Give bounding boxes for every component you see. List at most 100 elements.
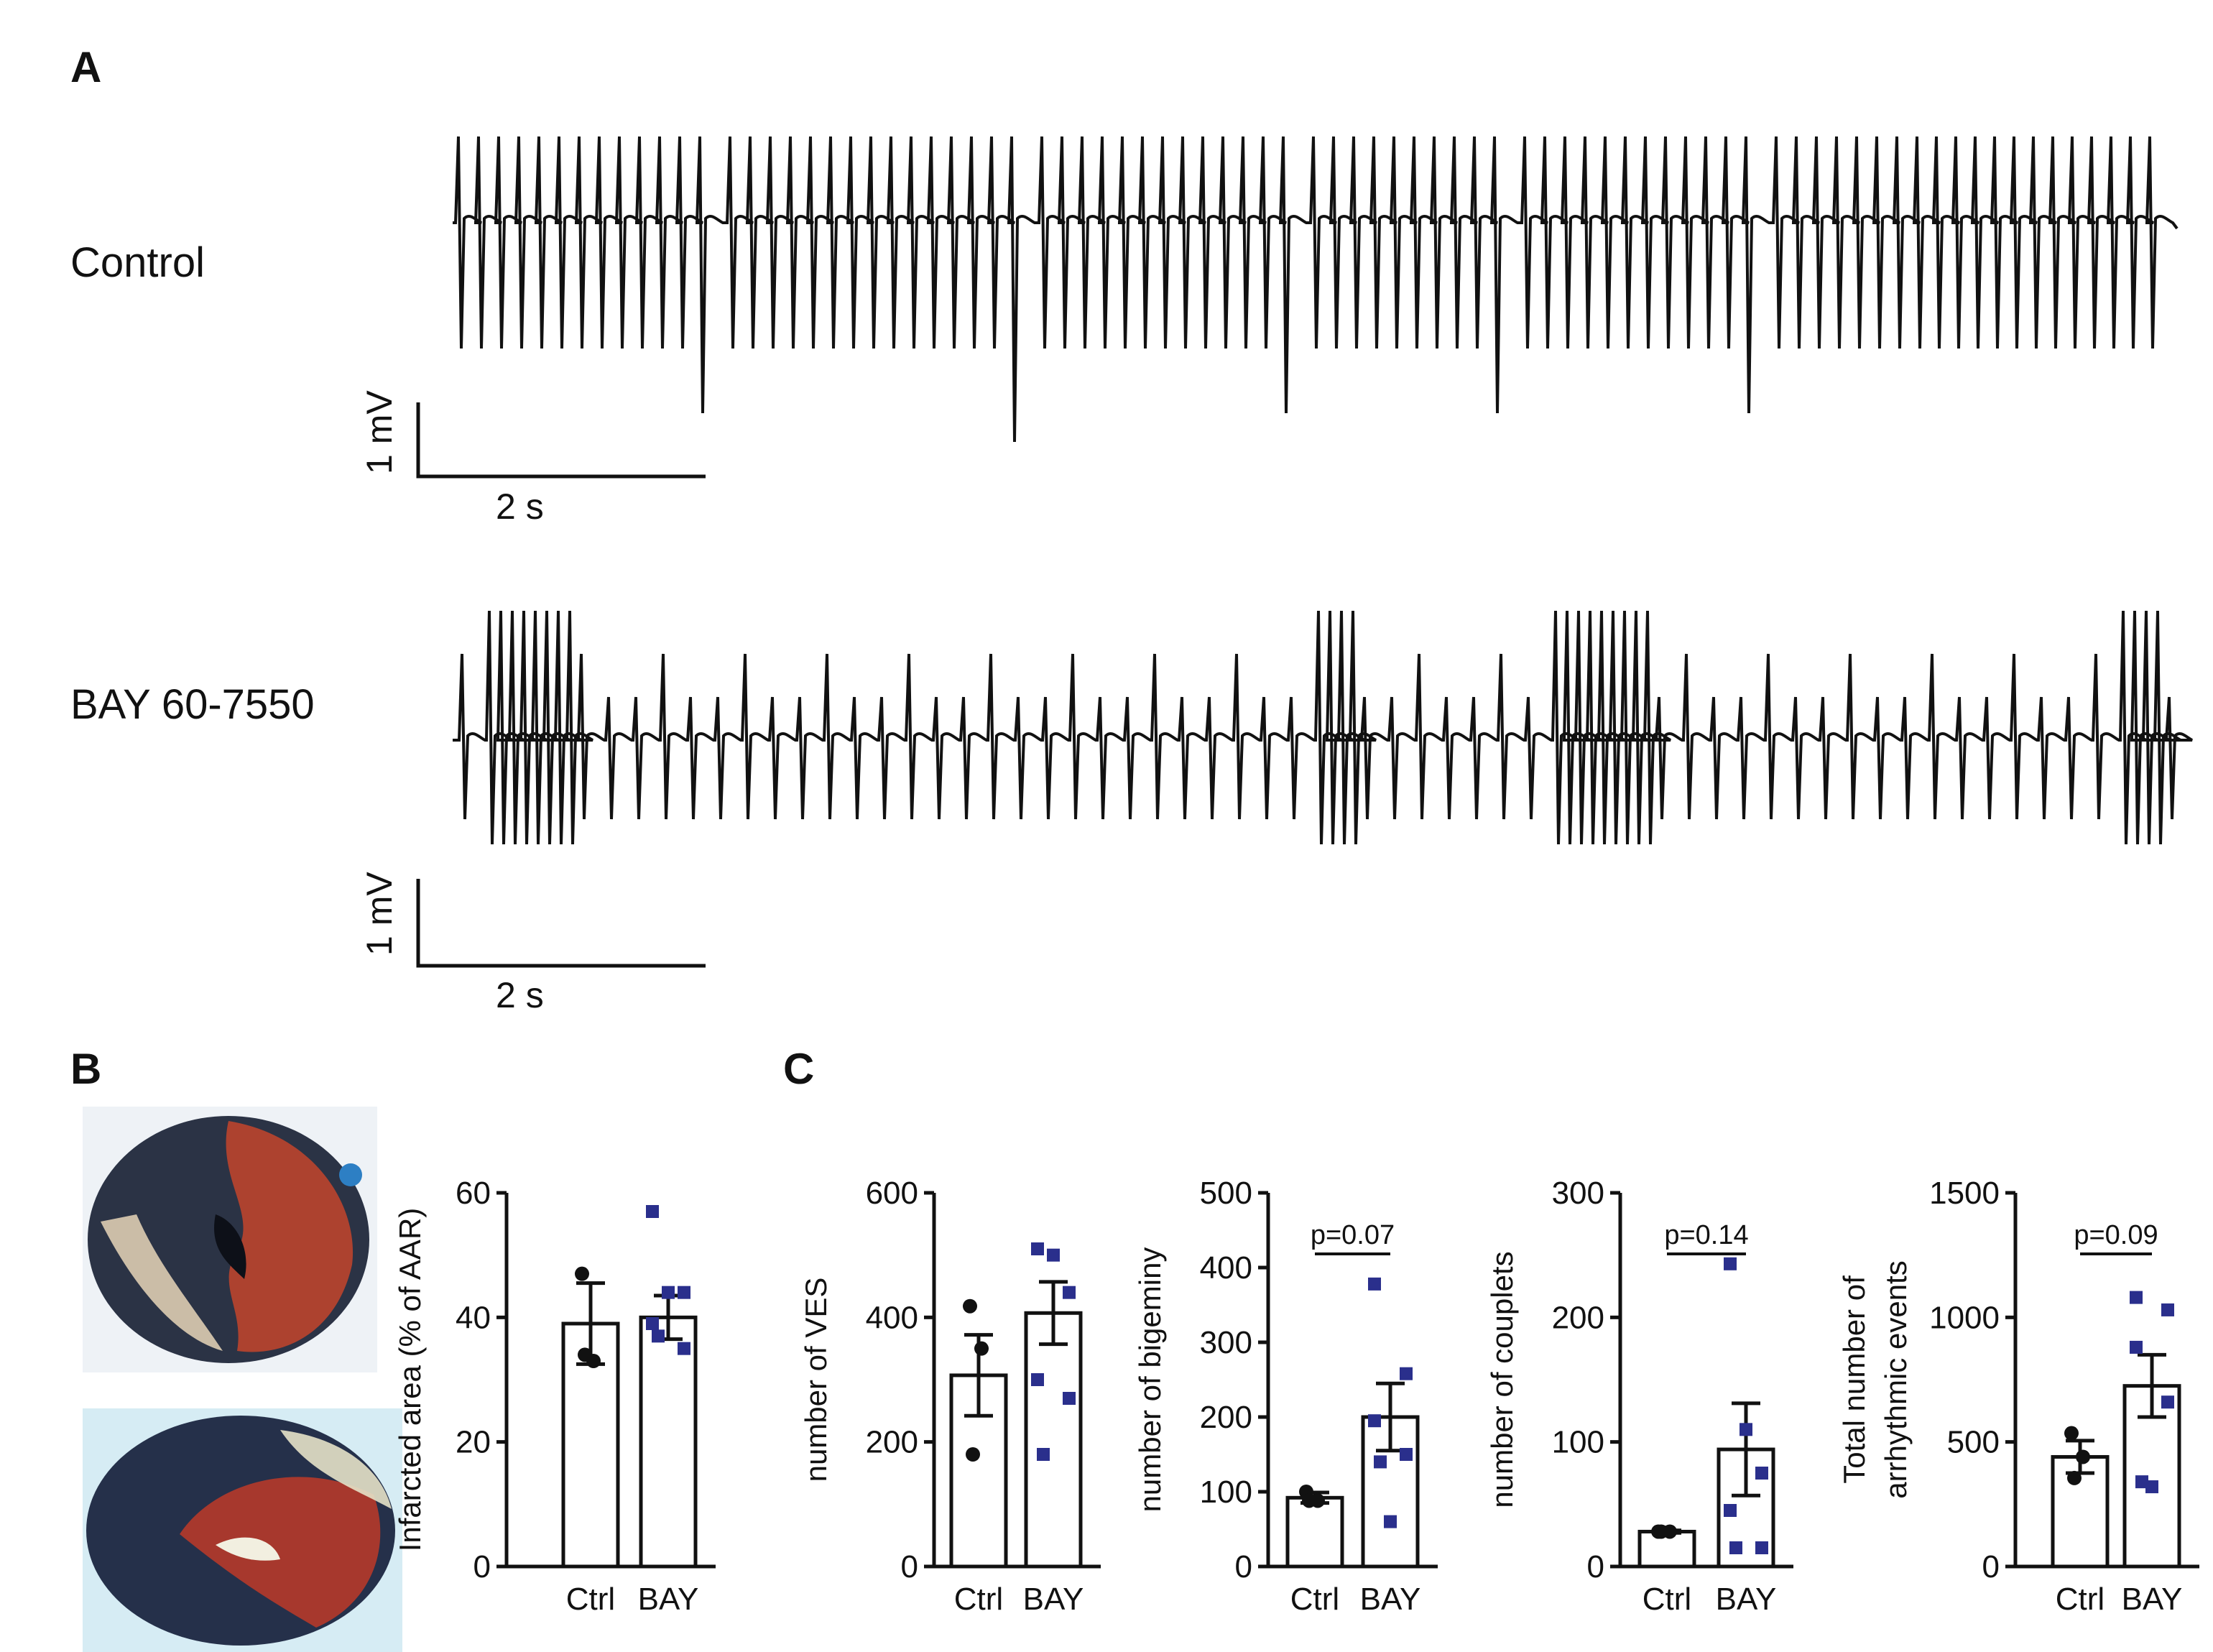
bay-scale-bar-lines: [416, 879, 706, 968]
photo-1-pale-region: [101, 1214, 223, 1351]
control-scale-time: 2 s: [496, 486, 544, 527]
x-category-label: Ctrl: [1290, 1582, 1339, 1617]
y-axis-label: arrhythmic events: [1879, 1260, 1913, 1498]
y-tick-label: 60: [456, 1176, 491, 1211]
bay-data-point: [2161, 1303, 2174, 1316]
bay-data-point: [1063, 1286, 1076, 1299]
y-tick-label: 200: [866, 1425, 918, 1460]
y-tick-label: 20: [456, 1425, 491, 1460]
y-tick-label: 400: [866, 1300, 918, 1335]
heart-section-photo-2: [83, 1408, 402, 1652]
x-category-label: BAY: [1023, 1582, 1084, 1617]
photo-2-infarct: [180, 1477, 381, 1628]
y-axis-label: number of VES: [799, 1278, 833, 1482]
control-ecg-trace: [453, 136, 2179, 443]
bay-data-point: [2145, 1480, 2158, 1494]
bay-scale-bar: 1 mV 2 s: [359, 872, 706, 1015]
y-axis-label: Infarcted area (% of AAR): [393, 1208, 427, 1552]
y-tick-label: 400: [1200, 1250, 1252, 1286]
photo-2-pale-region: [280, 1430, 392, 1509]
photo-1-dye-spot: [339, 1163, 362, 1186]
control-trace-label: Control: [70, 239, 205, 286]
bay-data-point: [2161, 1395, 2174, 1409]
bay-scale-mv: 1 mV: [359, 872, 399, 956]
bigeminy-chart: 0 100 200 300 400 500 number of bigeminy Ctrl BA…: [1133, 1176, 1438, 1617]
control-scale-bar-lines: [416, 402, 706, 479]
x-category-label: BAY: [1360, 1582, 1421, 1617]
y-tick-label: 500: [1200, 1176, 1252, 1211]
bay-data-point: [2135, 1475, 2148, 1489]
bay-data-point: [662, 1286, 675, 1299]
y-tick-label: 1000: [1929, 1300, 2000, 1335]
panel-label-b: B: [70, 1045, 101, 1093]
y-tick-label: 500: [1947, 1425, 2000, 1460]
bay-ecg-trace: [453, 610, 2193, 845]
p-value-label: p=0.07: [1311, 1220, 1395, 1250]
bay-data-point: [1729, 1541, 1742, 1554]
bar-bay: [639, 1315, 698, 1569]
y-tick-label: 200: [1200, 1400, 1252, 1435]
y-tick-label: 100: [1552, 1425, 1604, 1460]
infarct-area-chart: 0 20 40 60 Infarcted area (% of AAR) Ctrl BAY: [393, 1176, 716, 1617]
bay-data-point: [678, 1342, 690, 1355]
ctrl-data-point: [575, 1266, 589, 1281]
x-category-label: BAY: [1716, 1582, 1777, 1617]
bar-bay: [1024, 1311, 1083, 1569]
bay-data-point: [1724, 1257, 1737, 1270]
y-tick-label: 600: [866, 1176, 918, 1211]
bay-data-point: [1755, 1467, 1768, 1480]
bay-trace-label: BAY 60-7550: [70, 681, 315, 728]
control-scale-mv: 1 mV: [359, 390, 399, 474]
y-tick-label: 200: [1552, 1300, 1604, 1335]
y-tick-label: 300: [1200, 1325, 1252, 1360]
bay-data-point: [1368, 1414, 1381, 1428]
bay-data-point: [2130, 1291, 2143, 1304]
photo-2-lumen: [216, 1537, 280, 1561]
ctrl-data-point: [966, 1447, 980, 1462]
bay-data-point: [2130, 1340, 2143, 1354]
y-tick-label: 0: [1235, 1549, 1252, 1584]
bay-scale-time: 2 s: [496, 975, 544, 1015]
x-category-label: Ctrl: [2056, 1582, 2105, 1617]
y-tick-label: 1500: [1929, 1176, 2000, 1211]
arrhythmic-events-chart: 0 500 1000 1500 Total number of arrhythmic ev…: [1837, 1176, 2199, 1617]
y-tick-label: 300: [1552, 1176, 1604, 1211]
bay-ecg-waveform: [453, 610, 2193, 845]
panel-label-c: C: [783, 1045, 814, 1093]
bay-data-point: [678, 1286, 690, 1299]
couplets-chart: 0 100 200 300 number of couplets Ctrl BAY p=0.1…: [1485, 1176, 1793, 1617]
ctrl-data-point: [2076, 1449, 2090, 1464]
y-axis-label: number of couplets: [1485, 1251, 1519, 1508]
bay-data-point: [652, 1329, 665, 1343]
p-value-label: p=0.14: [1664, 1220, 1748, 1250]
bay-data-point: [1384, 1515, 1397, 1528]
y-tick-label: 0: [901, 1549, 918, 1584]
ctrl-data-point: [2067, 1470, 2082, 1485]
ctrl-data-point: [578, 1347, 592, 1362]
ctrl-data-point: [974, 1341, 989, 1356]
heart-section-photo-1: [83, 1107, 377, 1372]
x-category-label: BAY: [2122, 1582, 2183, 1617]
bar-ctrl: [1285, 1495, 1344, 1569]
bay-data-point: [1755, 1541, 1768, 1554]
bay-data-point: [1031, 1373, 1044, 1386]
control-scale-bar: 1 mV 2 s: [359, 390, 706, 527]
y-tick-label: 0: [473, 1549, 491, 1584]
ctrl-data-point: [2064, 1426, 2079, 1441]
x-category-label: BAY: [638, 1582, 699, 1617]
bay-data-point: [1724, 1504, 1737, 1517]
x-category-label: Ctrl: [1643, 1582, 1691, 1617]
p-value-label: p=0.09: [2074, 1220, 2158, 1250]
photo-1-lumen: [214, 1214, 246, 1279]
y-axis-label: Total number of: [1837, 1275, 1871, 1484]
bay-data-point: [1400, 1448, 1413, 1461]
ctrl-data-point: [963, 1298, 977, 1314]
y-tick-label: 0: [1982, 1549, 2000, 1584]
bay-data-point: [646, 1317, 659, 1330]
control-ecg-waveform: [453, 136, 2179, 443]
bay-data-point: [1400, 1367, 1413, 1380]
x-category-label: Ctrl: [954, 1582, 1003, 1617]
ves-chart: 0 200 400 600 number of VES Ctrl BAY: [799, 1176, 1101, 1617]
bay-data-point: [1368, 1277, 1381, 1291]
